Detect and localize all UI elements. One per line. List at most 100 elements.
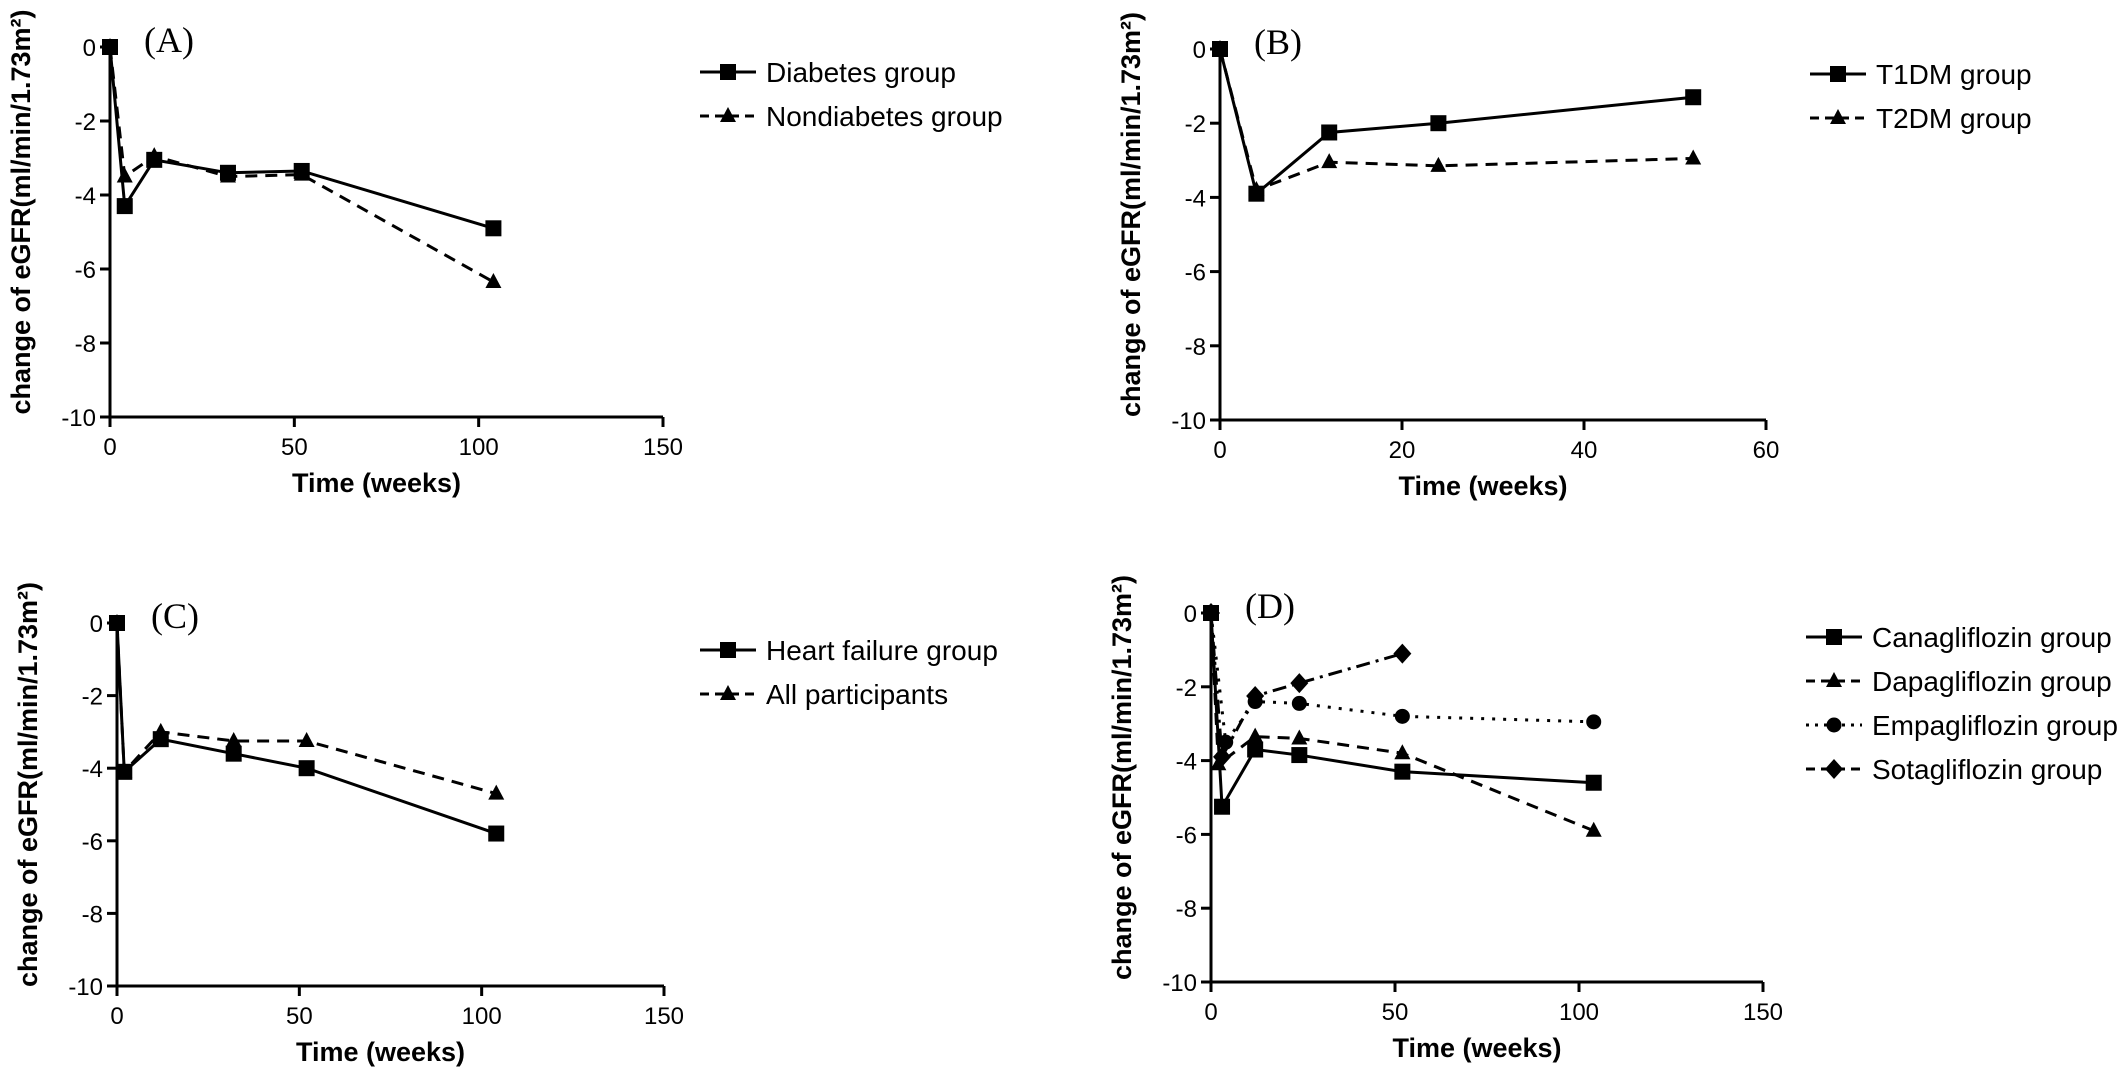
x-axis-title: Time (weeks): [1398, 471, 1567, 501]
legend-label: Heart failure group: [766, 635, 998, 666]
data-point: [102, 38, 118, 53]
series-line: [1209, 612, 1403, 763]
panel-d: 0 -2 -4 -6 -8 -10 0 50 100 150 Time (weeks) change …: [1107, 575, 2118, 1063]
legend-label: All participants: [766, 679, 948, 710]
data-point: [1214, 798, 1231, 815]
data-point: [1291, 747, 1308, 764]
panel-b: 0 -2 -4 -6 -8 -10 0 20 40 60 Time (weeks) change of…: [1116, 12, 2032, 501]
legend-marker: [1826, 629, 1842, 645]
data-point: [116, 198, 133, 215]
data-point: [1202, 603, 1220, 623]
panel-a: 0 -2 -4 -6 -8 -10 0 50 100 150 Time (weeks) change …: [6, 9, 1003, 498]
y-tick-label: -10: [1162, 970, 1197, 997]
data-point: [1321, 124, 1338, 141]
legend-label: T2DM group: [1876, 103, 2032, 134]
series-line: [1218, 48, 1694, 197]
x-tick-label: 100: [1559, 999, 1599, 1026]
y-tick-label: -8: [75, 331, 96, 358]
x-tick-label: 0: [110, 1003, 123, 1030]
x-tick-label: 150: [643, 434, 683, 461]
series-line: [115, 622, 497, 796]
y-tick-label: 0: [83, 35, 96, 62]
series-line: [108, 46, 495, 284]
panel-label: (A): [144, 20, 194, 60]
legend-marker: [1826, 672, 1842, 687]
y-tick-label: -4: [75, 183, 96, 210]
data-point: [1394, 744, 1411, 760]
data-point: [1394, 763, 1411, 780]
x-tick-label: 60: [1753, 437, 1780, 464]
y-tick-label: -10: [1171, 408, 1206, 435]
legend-label: Empagliflozin group: [1872, 710, 2118, 741]
data-point: [1213, 746, 1232, 767]
data-point: [152, 722, 169, 738]
series-line: [1218, 48, 1694, 192]
x-tick-label: 0: [103, 434, 116, 461]
legend-marker: [1825, 759, 1843, 779]
legend-marker: [720, 107, 736, 122]
series-line: [108, 46, 494, 230]
x-tick-label: 150: [1743, 999, 1783, 1026]
y-tick-label: -2: [1185, 111, 1206, 138]
panel-label: (D): [1245, 586, 1295, 626]
legend-marker: [1826, 717, 1842, 733]
legend-marker: [1830, 109, 1846, 124]
data-point: [298, 760, 315, 777]
y-tick-label: -4: [82, 756, 103, 783]
legend-marker: [720, 685, 736, 700]
data-point: [1394, 708, 1410, 724]
data-point: [488, 825, 505, 842]
y-tick-label: -8: [82, 901, 103, 928]
y-axis-title: change of eGFR(ml/min/1.73m²): [1116, 12, 1146, 417]
y-tick-label: -8: [1185, 334, 1206, 361]
data-point: [1247, 727, 1264, 743]
legend-label: T1DM group: [1876, 59, 2032, 90]
x-tick-label: 0: [1204, 999, 1217, 1026]
y-tick-label: 0: [1193, 37, 1206, 64]
data-point: [1212, 40, 1228, 55]
data-point: [219, 167, 236, 183]
data-point: [116, 762, 133, 778]
data-point: [116, 167, 133, 183]
x-tick-label: 50: [1382, 999, 1409, 1026]
x-axis-title: Time (weeks): [296, 1037, 465, 1067]
legend-label: Dapagliflozin group: [1872, 666, 2112, 697]
data-point: [1430, 156, 1447, 172]
data-point: [225, 745, 242, 762]
legend-label: Sotagliflozin group: [1872, 754, 2102, 785]
y-tick-label: -6: [1176, 822, 1197, 849]
data-point: [1685, 149, 1702, 165]
y-tick-label: -6: [82, 829, 103, 856]
x-tick-label: 100: [459, 434, 499, 461]
data-point: [225, 731, 242, 747]
data-point: [109, 614, 125, 629]
series-line: [1209, 612, 1595, 833]
y-tick-label: -2: [1176, 675, 1197, 702]
y-tick-label: -4: [1185, 185, 1206, 212]
legend-marker: [720, 64, 736, 80]
x-tick-label: 40: [1571, 437, 1598, 464]
x-tick-label: 50: [281, 434, 308, 461]
x-tick-label: 20: [1389, 437, 1416, 464]
data-point: [298, 731, 315, 747]
legend-marker: [720, 642, 736, 658]
x-tick-label: 100: [462, 1003, 502, 1030]
data-point: [1393, 643, 1412, 664]
data-point: [293, 165, 310, 181]
y-tick-label: -6: [75, 257, 96, 284]
data-point: [485, 220, 502, 237]
data-point: [1290, 673, 1309, 694]
legend-label: Canagliflozin group: [1872, 622, 2112, 653]
y-tick-label: 0: [1184, 601, 1197, 628]
data-point: [1430, 115, 1447, 132]
panel-label: (C): [151, 596, 199, 636]
y-axis-title: change of eGFR(ml/min/1.73m²): [6, 9, 36, 414]
data-point: [1585, 774, 1602, 791]
y-tick-label: 0: [90, 611, 103, 638]
x-tick-label: 50: [286, 1003, 313, 1030]
y-axis-title: change of eGFR(ml/min/1.73m²): [1107, 575, 1137, 980]
x-tick-label: 0: [1213, 437, 1226, 464]
y-tick-label: -8: [1176, 896, 1197, 923]
legend-label: Nondiabetes group: [766, 101, 1003, 132]
